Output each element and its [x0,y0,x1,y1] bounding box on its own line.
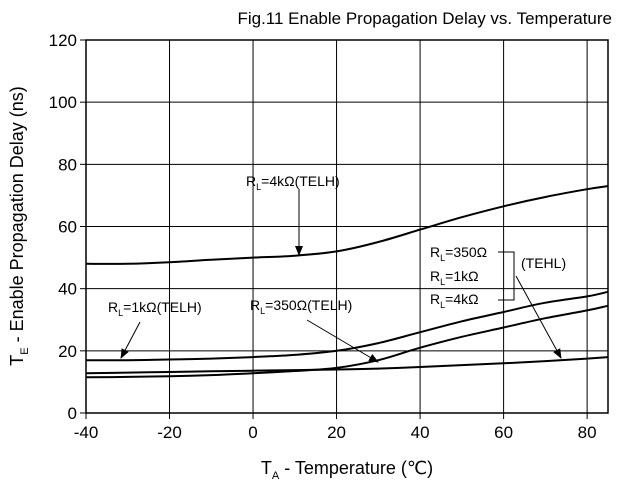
annotation-350-telh: RL=350Ω(TELH) [250,297,352,316]
y-tick-label: 80 [58,155,77,174]
chart-title: Fig.11 Enable Propagation Delay vs. Temp… [237,9,612,28]
annotation-4k-telh: RL=4kΩ(TELH) [246,173,340,192]
y-tick-label: 0 [68,404,77,423]
annotation-tehl-4k: RL=4kΩ [430,291,479,310]
y-tick-label: 100 [49,93,77,112]
series-line-telh-1k [85,290,609,362]
x-tick-labels: -40 -20 0 20 40 60 80 [74,413,597,442]
grid [86,40,608,413]
series-group [85,185,609,379]
annotation-1k-telh: RL=1kΩ(TELH) [108,299,202,318]
series-line-telh-350 [85,304,609,379]
x-tick-label: 60 [494,423,513,442]
y-tick-label: 60 [58,218,77,237]
x-tick-label: -40 [74,423,99,442]
x-tick-label: -20 [157,423,182,442]
y-tick-label: 120 [49,31,77,50]
x-tick-label: 20 [327,423,346,442]
y-axis-label: TE - Enable Propagation Delay (ns) [7,86,31,365]
series-line-tehl [85,356,609,375]
y-tick-label: 20 [58,342,77,361]
y-tick-labels: 0 20 40 60 80 100 120 [49,31,86,423]
series-line-telh-4k [85,185,609,265]
x-axis-label: TA - Temperature (℃) [261,458,433,482]
annotation-tehl-1k: RL=1kΩ [430,268,479,287]
arrow-350-telh [306,319,379,363]
annotation-tehl-350: RL=350Ω [430,244,487,263]
y-tick-label: 40 [58,280,77,299]
tehl-bracket [498,251,515,301]
x-tick-label: 40 [411,423,430,442]
x-tick-label: 80 [578,423,597,442]
x-tick-label: 0 [248,423,257,442]
annotation-tehl-group: (TEHL) [521,255,566,271]
arrow-1k-telh [120,321,141,359]
arrow-tehl [515,275,562,359]
